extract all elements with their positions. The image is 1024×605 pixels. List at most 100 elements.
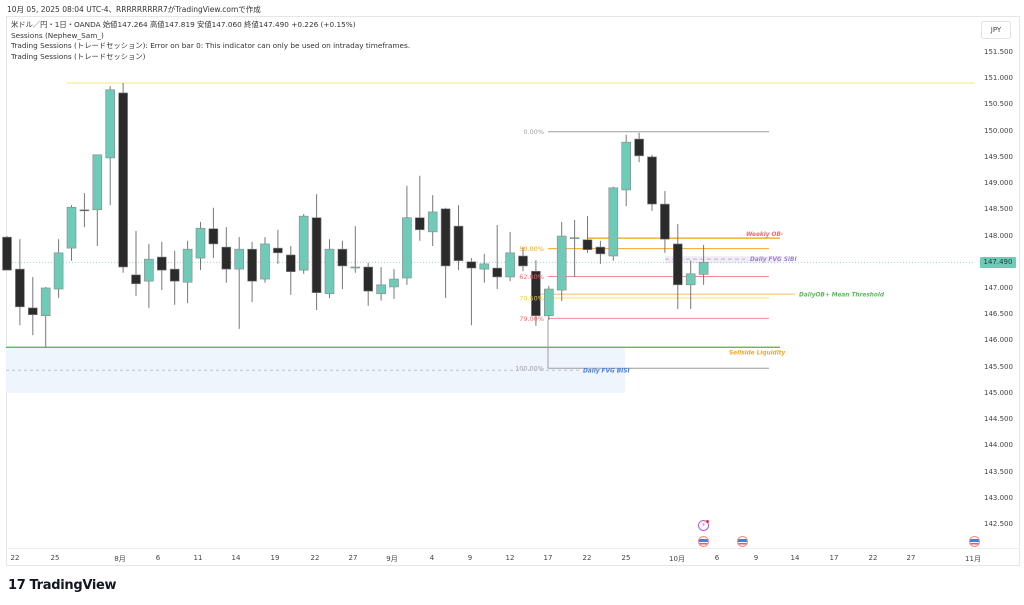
- chart-legend: 米ドル／円・1日・OANDA 始値147.264 高値147.819 安値147…: [11, 20, 410, 62]
- time-tick-label: 11: [193, 554, 203, 562]
- price-tick-label: 151.000: [984, 74, 1013, 83]
- chart-frame: [6, 16, 1020, 566]
- time-tick-label: 25: [50, 554, 60, 562]
- candle-up: [608, 187, 619, 257]
- candle-down: [647, 156, 657, 205]
- candle-down: [311, 217, 322, 293]
- candle-down: [453, 225, 464, 262]
- fvg-sibi-label: Daily FVG SIBI: [750, 257, 797, 263]
- price-tick-label: 150.500: [984, 100, 1013, 109]
- price-tick-label: 144.000: [984, 441, 1013, 450]
- price-tick-label: 145.500: [984, 362, 1013, 371]
- tradingview-logo[interactable]: 𝟭𝟳 TradingView: [8, 578, 117, 593]
- candle-down: [492, 267, 503, 278]
- candle-down: [414, 217, 425, 231]
- candle-down: [660, 203, 670, 240]
- time-tick-label: 17: [829, 554, 839, 562]
- currency-unit-button[interactable]: JPY: [981, 21, 1011, 39]
- price-tick-label: 149.500: [984, 152, 1013, 161]
- weekly-ob-label: Weekly OB-: [746, 232, 784, 238]
- event-alert-dot: [706, 520, 709, 523]
- price-tick-label: 151.500: [984, 48, 1013, 56]
- candle-down: [273, 247, 283, 254]
- sellside-liquidity-label: Sellside Liquidity: [729, 350, 785, 356]
- candle-down: [582, 239, 593, 250]
- candle-up: [389, 278, 399, 288]
- candle-up: [66, 206, 77, 249]
- time-tick-label: 12: [505, 554, 515, 562]
- candle-up: [195, 227, 206, 259]
- candle-up: [350, 266, 361, 269]
- candle-up: [427, 211, 438, 233]
- time-tick-label: 11月: [965, 555, 981, 563]
- candle-up: [40, 287, 51, 317]
- candle-up: [324, 248, 335, 295]
- price-tick-label: 149.000: [984, 179, 1013, 188]
- candle-up: [402, 217, 412, 279]
- candle-up: [53, 252, 64, 290]
- time-tick-label: 22: [582, 554, 592, 562]
- candle-up: [105, 89, 115, 159]
- time-tick-label: 4: [429, 554, 435, 562]
- price-tick-label: 143.500: [984, 467, 1013, 476]
- time-tick-label: 9月: [386, 555, 398, 563]
- candle-up: [182, 248, 193, 283]
- us-economic-event-icon[interactable]: [698, 536, 709, 547]
- time-tick-label: 27: [906, 554, 916, 562]
- time-tick-label: 8月: [114, 555, 126, 563]
- candle-up: [298, 215, 309, 271]
- candle-up: [144, 258, 154, 282]
- candle-down: [285, 254, 296, 273]
- us-economic-event-icon[interactable]: [737, 536, 748, 547]
- time-tick-label: 17: [543, 554, 553, 562]
- candle-down: [208, 228, 219, 245]
- price-tick-label: 148.500: [984, 205, 1013, 214]
- current-price-label: 147.490: [980, 257, 1016, 268]
- candle-down: [363, 266, 374, 292]
- time-tick-label: 6: [155, 554, 161, 562]
- candle-down: [672, 243, 683, 286]
- candle-down: [131, 274, 141, 285]
- chart-caption: 10月 05, 2025 08:04 UTC-4、RRRRRRRRR7がTrad…: [7, 5, 261, 14]
- fib-level-label: 0.00%: [523, 128, 544, 136]
- candle-up: [543, 288, 554, 317]
- time-tick-label: 22: [868, 554, 878, 562]
- candle-down: [221, 246, 232, 270]
- price-tick-label: 150.000: [984, 126, 1013, 135]
- candle-up: [234, 248, 244, 270]
- candle-down: [2, 236, 12, 271]
- candle-up: [621, 141, 632, 191]
- fvg-bisi-label: Daily FVG BISI: [583, 368, 630, 374]
- candle-up: [92, 154, 103, 211]
- candle-down: [157, 256, 167, 271]
- candle-up: [569, 237, 580, 239]
- flash-event-icon[interactable]: ⚡: [698, 520, 709, 531]
- candle-up: [479, 263, 490, 270]
- candle-up: [556, 235, 567, 291]
- indicator-trading-sessions[interactable]: Trading Sessions (トレードセッション): [11, 51, 146, 61]
- us-economic-event-icon[interactable]: [969, 536, 980, 547]
- price-tick-label: 143.000: [984, 493, 1013, 502]
- candle-down: [169, 268, 180, 282]
- price-tick-label: 147.000: [984, 283, 1013, 292]
- candle-up: [685, 273, 696, 286]
- time-tick-label: 14: [790, 554, 800, 562]
- time-tick-label: 25: [621, 554, 631, 562]
- price-tick-label: 142.500: [984, 519, 1013, 528]
- indicator-trading-sessions-error[interactable]: Trading Sessions (トレードセッション): Error on b…: [11, 41, 411, 50]
- candle-up: [505, 252, 515, 278]
- indicator-sessions[interactable]: Sessions (Nephew_Sam_): [11, 30, 104, 40]
- price-tick-label: 148.000: [984, 231, 1013, 240]
- symbol-ohlc[interactable]: 米ドル／円・1日・OANDA 始値147.264 高値147.819 安値147…: [11, 20, 356, 29]
- candle-down: [27, 307, 38, 316]
- candle-down: [79, 209, 90, 212]
- time-tick-label: 14: [231, 554, 241, 562]
- price-tick-label: 146.000: [984, 336, 1013, 345]
- candle-down: [634, 138, 644, 157]
- candle-up: [376, 284, 386, 295]
- price-tick-label: 145.000: [984, 388, 1013, 397]
- time-tick-label: 9: [753, 554, 759, 562]
- candle-down: [595, 246, 606, 255]
- candle-down: [531, 270, 541, 317]
